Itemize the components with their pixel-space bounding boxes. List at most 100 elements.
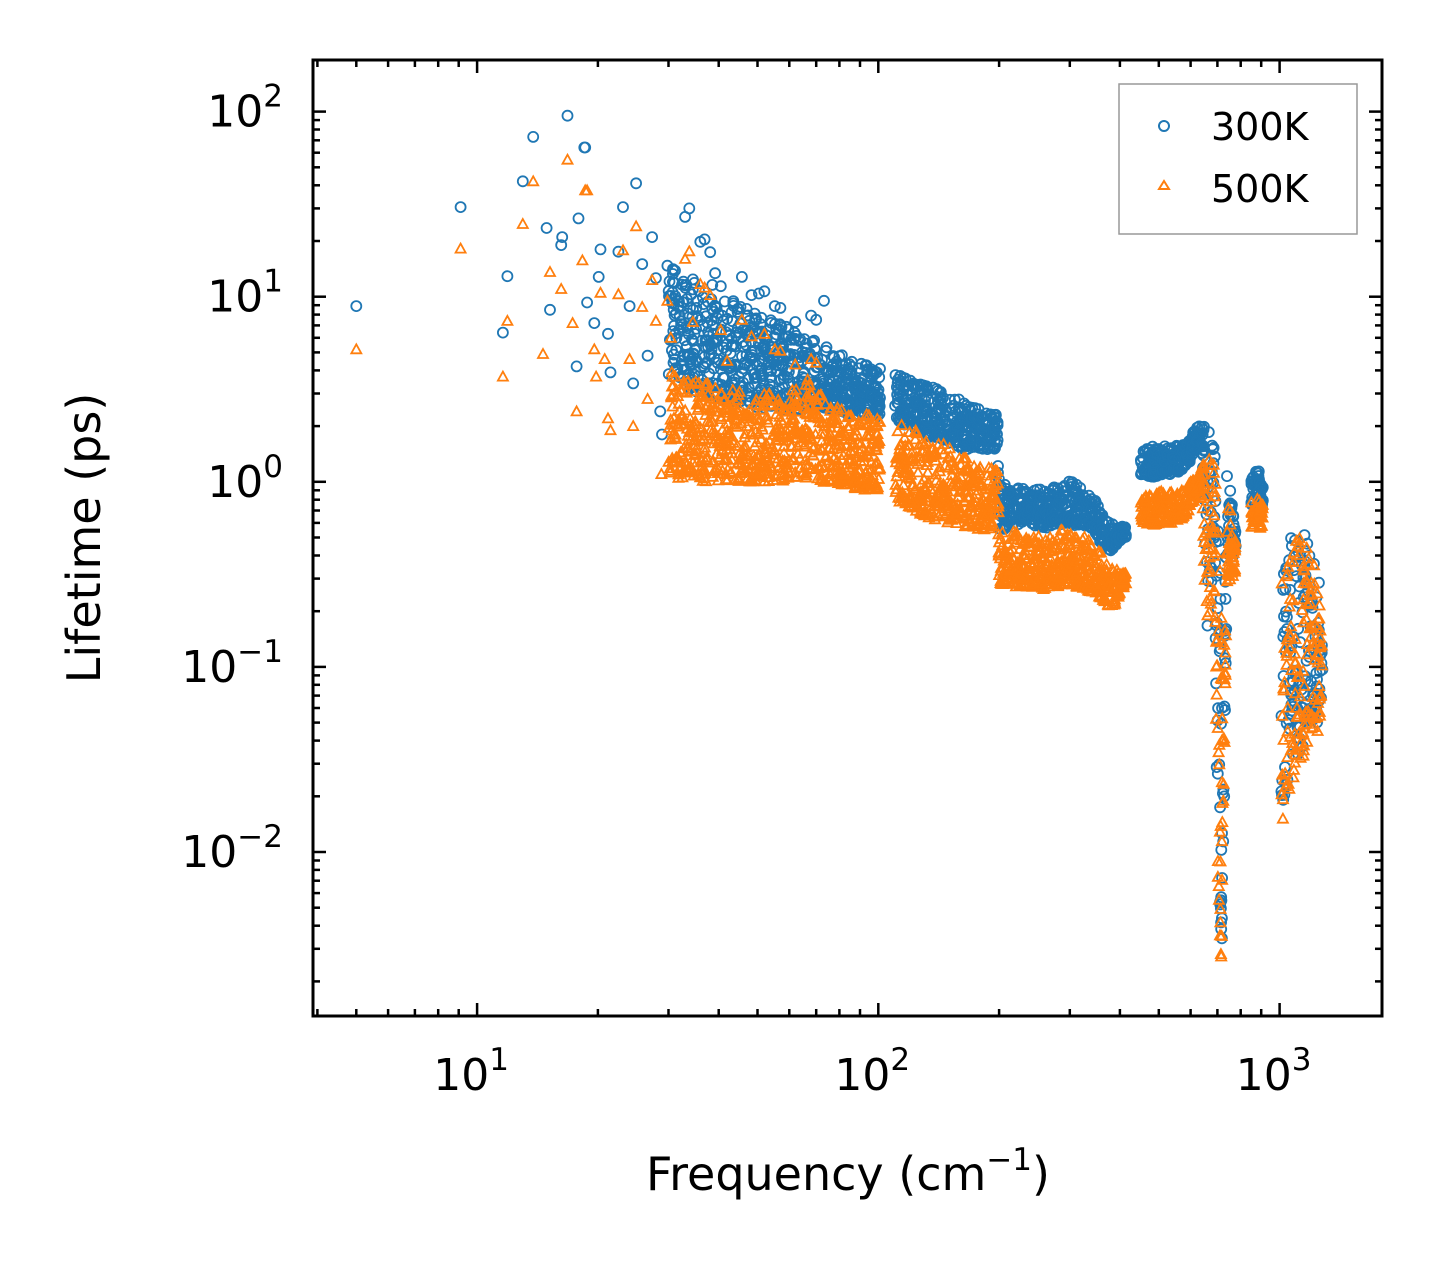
legend-marker-500K	[1157, 179, 1171, 190]
data-point-300K	[667, 268, 679, 280]
data-point-500K	[834, 428, 848, 441]
data-point-500K	[693, 397, 707, 410]
data-point-500K	[917, 437, 932, 449]
data-point-500K	[966, 508, 980, 520]
data-point-500K	[1208, 609, 1222, 622]
data-point-500K	[692, 376, 706, 389]
y-tick-exp: 1	[263, 264, 283, 300]
data-point-500K	[810, 393, 824, 405]
series-300K	[350, 109, 1329, 945]
data-point-500K	[1214, 611, 1228, 623]
data-point-500K	[788, 357, 802, 370]
data-point-500K	[803, 445, 817, 458]
data-point-300K	[704, 246, 717, 259]
data-point-500K	[349, 342, 363, 355]
data-point-500K	[1208, 489, 1222, 502]
data-point-500K	[1216, 793, 1230, 806]
data-point-300K	[799, 342, 812, 354]
x-axis-title-exp: −1	[986, 1142, 1032, 1178]
data-point-300K	[670, 332, 683, 344]
data-point-500K	[1312, 611, 1326, 624]
y-tick-label: 10−1	[181, 634, 283, 693]
data-point-500K	[708, 428, 722, 441]
data-point-500K	[1058, 565, 1072, 578]
data-point-500K	[871, 461, 885, 474]
x-tick-base: 10	[1236, 1050, 1292, 1101]
data-point-500K	[755, 422, 770, 435]
data-point-500K	[976, 516, 991, 529]
data-point-500K	[1278, 766, 1292, 779]
data-point-500K	[797, 439, 811, 452]
data-point-500K	[1215, 711, 1229, 724]
data-point-500K	[1217, 672, 1232, 685]
data-point-500K	[1218, 676, 1232, 689]
data-point-500K	[593, 285, 608, 298]
data-point-300K	[768, 300, 781, 313]
data-point-300K	[762, 358, 774, 371]
data-point-500K	[684, 424, 698, 436]
data-point-500K	[1017, 548, 1031, 560]
data-point-500K	[749, 393, 763, 405]
data-point-500K	[1300, 717, 1314, 729]
data-point-300K	[1086, 497, 1099, 510]
data-point-500K	[725, 446, 739, 459]
data-point-500K	[890, 451, 905, 464]
data-point-500K	[1296, 615, 1310, 628]
data-point-500K	[1292, 536, 1307, 549]
data-point-500K	[967, 475, 981, 488]
data-point-500K	[635, 300, 649, 312]
data-point-500K	[1038, 533, 1053, 546]
data-point-500K	[1217, 735, 1232, 747]
data-point-500K	[1064, 527, 1078, 539]
data-point-300K	[919, 406, 932, 419]
x-tick-labels: 101 102 103	[433, 1042, 1311, 1101]
data-point-500K	[575, 253, 589, 266]
data-point-300K	[527, 130, 540, 143]
data-point-500K	[914, 454, 928, 467]
data-point-500K	[777, 453, 792, 466]
data-point-300K	[873, 371, 886, 384]
data-point-300K	[1214, 593, 1227, 605]
data-point-300K	[677, 275, 690, 288]
data-point-500K	[768, 342, 782, 355]
data-point-500K	[1300, 647, 1314, 660]
data-point-500K	[719, 472, 733, 485]
data-point-300K	[683, 202, 696, 215]
data-point-300K	[636, 258, 649, 271]
data-point-500K	[952, 477, 966, 490]
data-point-300K	[989, 442, 1001, 455]
data-point-500K	[762, 394, 776, 406]
data-point-500K	[1051, 557, 1065, 569]
data-point-500K	[1202, 605, 1216, 618]
data-point-300K	[969, 402, 981, 415]
data-point-300K	[891, 381, 903, 394]
data-point-500K	[708, 425, 722, 438]
data-point-300K	[604, 366, 617, 379]
data-point-500K	[895, 418, 909, 431]
data-point-500K	[1215, 815, 1229, 827]
data-point-500K	[626, 419, 640, 432]
data-point-500K	[693, 277, 707, 290]
data-point-300K	[623, 300, 636, 313]
data-point-500K	[1197, 516, 1211, 529]
data-point-500K	[641, 392, 655, 404]
data-point-500K	[933, 464, 947, 477]
data-point-500K	[678, 252, 692, 264]
data-point-500K	[1218, 623, 1232, 636]
data-point-500K	[786, 413, 800, 426]
data-point-500K	[697, 431, 711, 444]
data-point-300K	[991, 434, 1004, 447]
data-point-500K	[715, 442, 729, 455]
x-tick-exp: 3	[1292, 1042, 1312, 1078]
data-point-500K	[536, 347, 550, 359]
data-point-300K	[646, 231, 658, 244]
data-point-500K	[1223, 517, 1237, 530]
data-point-500K	[851, 435, 865, 448]
data-point-500K	[649, 314, 663, 326]
data-point-300K	[845, 365, 858, 378]
data-point-500K	[1284, 619, 1298, 632]
data-point-300K	[737, 376, 749, 389]
data-point-500K	[1288, 686, 1302, 699]
data-point-500K	[1296, 725, 1310, 737]
data-point-300K	[833, 377, 846, 390]
